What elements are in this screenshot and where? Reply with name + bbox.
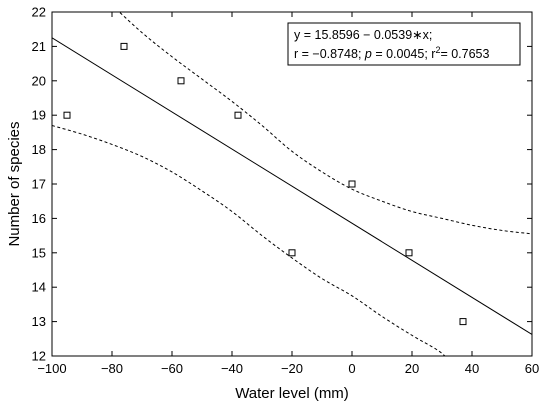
tick-labels-layer: −100 −80 −60 −40 −20 0 20 40 60 12 13 14 15 16 17 18 19 2… <box>32 5 540 377</box>
r-value: r = −0.8748; <box>294 47 365 61</box>
x-tick-label: 40 <box>465 361 479 376</box>
y-tick-label: 20 <box>32 73 46 88</box>
data-point <box>348 180 356 188</box>
x-tick-label: 60 <box>525 361 539 376</box>
y-axis-title: Number of species <box>6 121 23 246</box>
x-tick-label: 20 <box>405 361 419 376</box>
x-tick-label: 0 <box>348 361 355 376</box>
y-tick-label: 15 <box>32 245 46 260</box>
series-layer <box>52 12 532 356</box>
y-tick-label: 16 <box>32 211 46 226</box>
confidence-band-upper <box>118 12 532 235</box>
x-tick-label: −20 <box>281 361 303 376</box>
data-point <box>459 318 467 326</box>
y-tick-label: 18 <box>32 142 46 157</box>
data-point <box>288 249 296 257</box>
y-tick-label: 19 <box>32 108 46 123</box>
stats-box-frame <box>287 22 521 66</box>
data-point <box>234 111 242 119</box>
regression-statistics: r = −0.8748; p = 0.0045; r2= 0.7653 <box>294 45 490 61</box>
x-tick-label: −100 <box>37 361 66 376</box>
y-tick-label: 12 <box>32 349 46 364</box>
x-tick-label: −80 <box>101 361 123 376</box>
x-tick-label: −40 <box>221 361 243 376</box>
data-point <box>405 249 413 257</box>
ticks-layer <box>51 11 533 357</box>
points-layer <box>63 42 467 326</box>
regression-line <box>52 37 532 335</box>
r-squared-value: = 0.7653 <box>440 47 489 61</box>
stats-box: y = 15.8596 − 0.0539∗x; r = −0.8748; p =… <box>287 22 521 66</box>
r-squared-superscript: 2 <box>435 45 440 55</box>
p-symbol: p <box>364 47 372 61</box>
y-tick-label: 17 <box>32 177 46 192</box>
y-tick-label: 14 <box>32 280 46 295</box>
y-tick-label: 22 <box>32 5 46 20</box>
data-point <box>120 42 128 50</box>
x-tick-label: −60 <box>161 361 183 376</box>
data-point <box>63 111 71 119</box>
y-tick-label: 13 <box>32 314 46 329</box>
confidence-band-lower <box>52 125 446 356</box>
y-tick-label: 21 <box>32 39 46 54</box>
regression-equation: y = 15.8596 − 0.0539∗x; <box>294 28 432 42</box>
p-value: = 0.0045; r <box>372 47 436 61</box>
x-axis-title: Water level (mm) <box>235 385 349 402</box>
data-point <box>177 77 185 85</box>
